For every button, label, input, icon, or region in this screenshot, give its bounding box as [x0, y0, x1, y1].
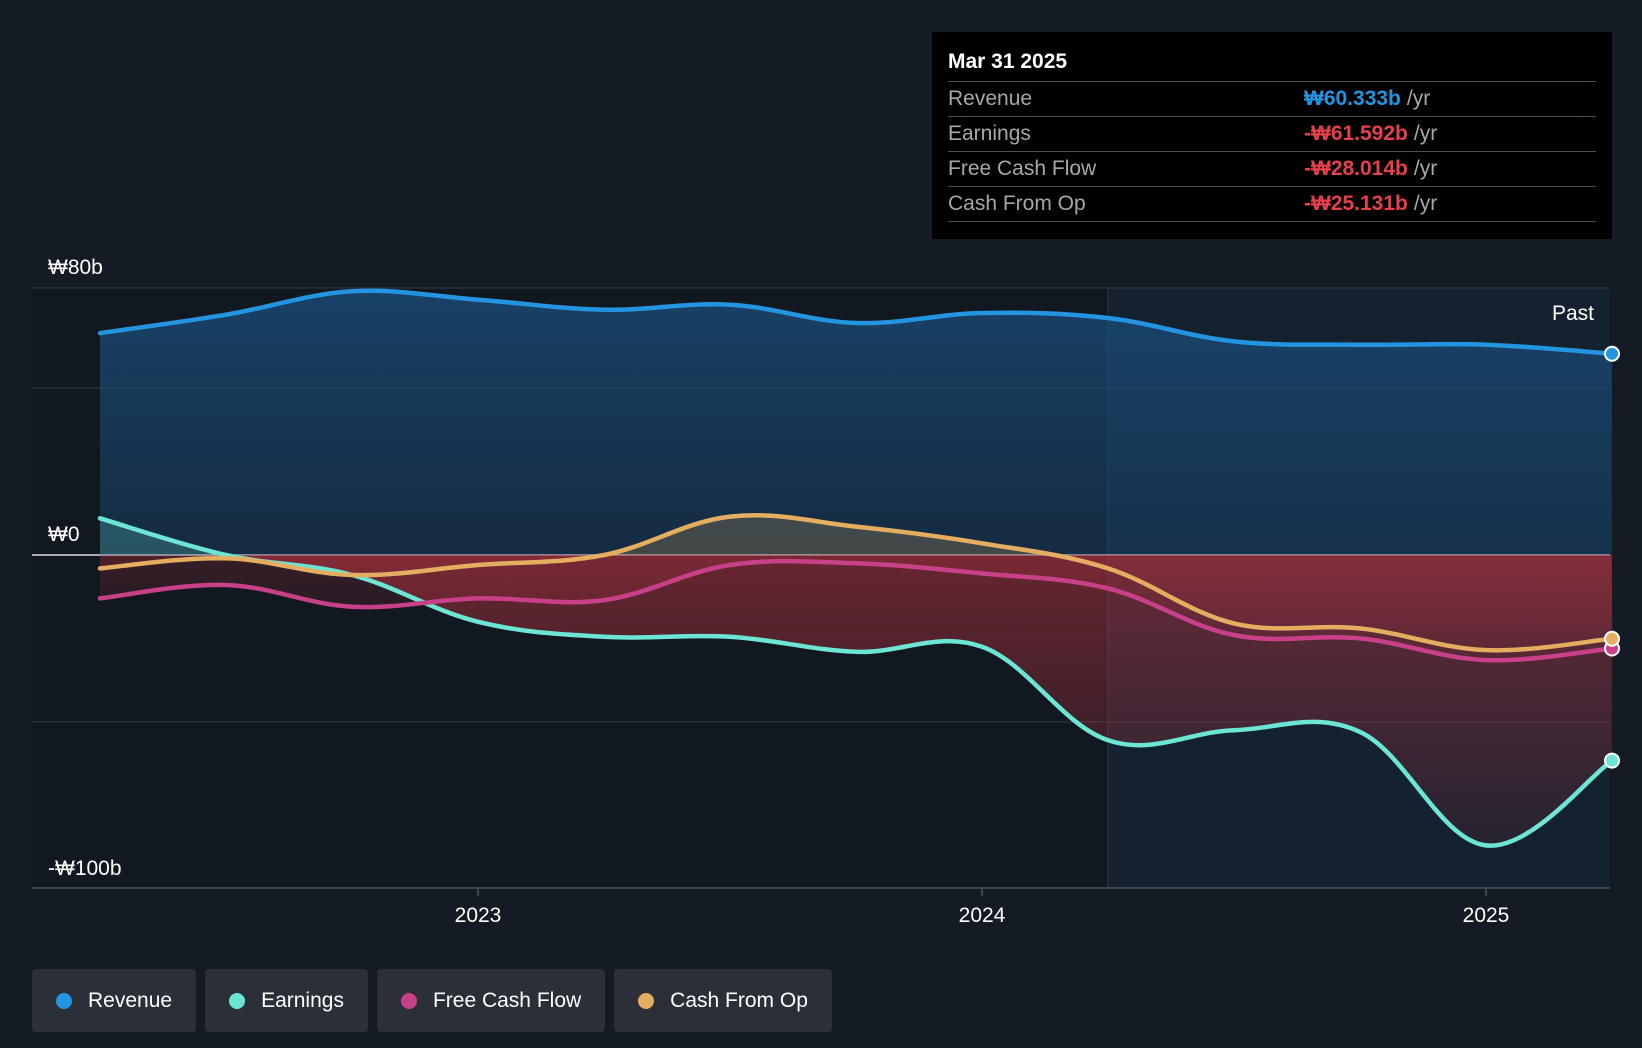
tooltip-label: Earnings: [948, 122, 1031, 145]
x-tick-label: 2025: [1463, 904, 1510, 927]
tooltip-label: Cash From Op: [948, 192, 1086, 215]
legend: Revenue Earnings Free Cash Flow Cash Fro…: [32, 969, 832, 1032]
x-tick-label: 2024: [959, 904, 1006, 927]
tooltip-row-earnings: Earnings -₩61.592b /yr: [948, 117, 1596, 152]
past-label: Past: [1552, 302, 1594, 325]
tooltip-unit: /yr: [1413, 192, 1438, 215]
x-tick-label: 2023: [455, 904, 502, 927]
y-tick-label: -₩100b: [48, 857, 122, 880]
y-tick-label: ₩0: [48, 523, 80, 546]
cash-from-op-end-dot: [1604, 630, 1620, 647]
legend-dot-icon: [400, 992, 417, 1009]
tooltip: Mar 31 2025 Revenue ₩60.333b /yr Earning…: [932, 32, 1612, 239]
cash-from-op-area-negative: [100, 555, 1612, 651]
tooltip-value: -₩28.014b: [1304, 157, 1408, 180]
tooltip-unit: /yr: [1413, 122, 1438, 145]
tooltip-value: -₩25.131b: [1304, 192, 1408, 215]
legend-dot-icon: [638, 992, 655, 1009]
legend-label: Cash From Op: [670, 988, 808, 1012]
tooltip-value: -₩61.592b: [1304, 122, 1408, 145]
legend-dot-icon: [56, 992, 72, 1009]
tooltip-row-cash-from-op: Cash From Op -₩25.131b /yr: [948, 187, 1596, 222]
tooltip-date: Mar 31 2025: [948, 46, 1596, 82]
tooltip-label: Free Cash Flow: [948, 157, 1097, 180]
tooltip-value: ₩60.333b: [1304, 87, 1401, 110]
legend-label: Free Cash Flow: [432, 988, 582, 1012]
tooltip-row-free-cash-flow: Free Cash Flow -₩28.014b /yr: [948, 152, 1596, 187]
revenue-line: [97, 288, 1615, 356]
legend-dot-icon: [229, 992, 246, 1009]
revenue-area: [100, 290, 1612, 555]
chart: ₩80b ₩0 -₩100b 2023 2024 2025 Past: [32, 256, 1620, 927]
legend-item-revenue[interactable]: Revenue: [32, 969, 197, 1032]
tooltip-unit: /yr: [1413, 157, 1438, 180]
tooltip-label: Revenue: [948, 87, 1033, 110]
legend-item-free-cash-flow[interactable]: Free Cash Flow: [376, 969, 606, 1032]
legend-item-cash-from-op[interactable]: Cash From Op: [614, 969, 832, 1032]
legend-label: Earnings: [261, 988, 344, 1012]
earnings-end-dot: [1604, 752, 1620, 769]
legend-item-earnings[interactable]: Earnings: [205, 969, 368, 1032]
cash-from-op-line: [97, 512, 1615, 653]
tooltip-unit: /yr: [1406, 87, 1431, 110]
cash-from-op-area-positive: [100, 515, 1612, 555]
y-tick-label: ₩80b: [48, 256, 103, 279]
revenue-end-dot: [1604, 345, 1620, 362]
legend-label: Revenue: [88, 988, 173, 1012]
tooltip-row-revenue: Revenue ₩60.333b /yr: [948, 82, 1596, 117]
free-cash-flow-line: [97, 558, 1615, 663]
